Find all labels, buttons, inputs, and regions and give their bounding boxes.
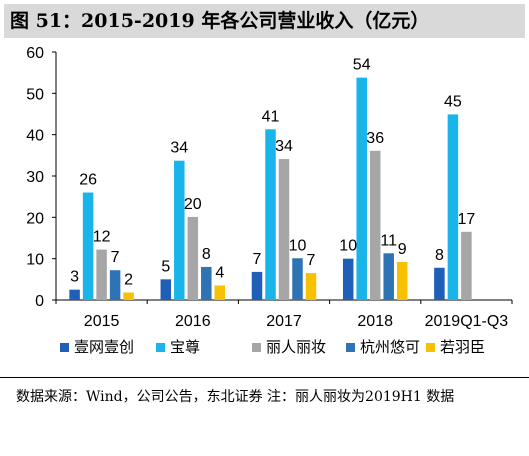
bar-若羽臣 bbox=[214, 285, 226, 300]
y-tick-label: 0 bbox=[35, 293, 44, 310]
bar-若羽臣 bbox=[123, 292, 134, 300]
bar-若羽臣 bbox=[305, 273, 317, 300]
x-tick-label: 2017 bbox=[266, 313, 302, 330]
y-tick-label: 30 bbox=[26, 169, 44, 186]
data-label: 7 bbox=[253, 251, 262, 268]
data-label: 10 bbox=[339, 238, 357, 255]
y-tick-label: 50 bbox=[26, 86, 44, 103]
bars bbox=[69, 77, 472, 300]
legend: 壹网壹创 宝尊 丽人丽妆 杭州悠可 若羽臣 bbox=[60, 338, 485, 356]
data-label: 54 bbox=[353, 57, 371, 74]
y-tick-label: 60 bbox=[26, 45, 44, 62]
bar-宝尊 bbox=[174, 160, 185, 300]
bar-丽人丽妆 bbox=[187, 216, 199, 300]
data-label: 34 bbox=[275, 138, 293, 155]
bar-杭州悠可 bbox=[201, 266, 212, 300]
legend-swatch bbox=[252, 343, 261, 352]
legend-label: 壹网壹创 bbox=[74, 338, 134, 356]
data-label: 20 bbox=[184, 196, 202, 213]
bar-丽人丽妆 bbox=[96, 249, 107, 300]
x-tick-label: 2019Q1-Q3 bbox=[425, 313, 509, 330]
source-top-rule bbox=[0, 377, 529, 378]
bar-杭州悠可 bbox=[383, 253, 394, 300]
x-tick-label: 2016 bbox=[175, 313, 211, 330]
legend-swatch bbox=[346, 343, 355, 352]
legend-swatch bbox=[156, 343, 165, 352]
figure-title: 图 51：2015-2019 年各公司营业收入（亿元） bbox=[4, 4, 525, 38]
data-label: 3 bbox=[70, 269, 79, 286]
legend-label: 若羽臣 bbox=[440, 338, 485, 356]
x-tick-label: 2015 bbox=[84, 313, 120, 330]
data-label: 41 bbox=[262, 108, 280, 125]
legend-label: 丽人丽妆 bbox=[266, 338, 326, 356]
bar-丽人丽妆 bbox=[278, 159, 290, 300]
bar-壹网壹创 bbox=[251, 271, 263, 300]
bar-壹网壹创 bbox=[342, 258, 354, 300]
data-label: 8 bbox=[435, 247, 444, 264]
data-label: 26 bbox=[79, 172, 97, 189]
legend-label: 宝尊 bbox=[170, 338, 200, 356]
bar-宝尊 bbox=[447, 114, 459, 300]
x-tick-label: 2018 bbox=[357, 313, 393, 330]
data-label: 11 bbox=[380, 232, 397, 249]
y-tick-label: 10 bbox=[26, 252, 44, 269]
bar-宝尊 bbox=[265, 129, 276, 300]
y-tick-label: 40 bbox=[26, 128, 44, 145]
bar-壹网壹创 bbox=[434, 267, 445, 300]
data-label: 9 bbox=[398, 241, 407, 258]
bar-丽人丽妆 bbox=[369, 150, 381, 300]
data-label: 5 bbox=[161, 258, 170, 275]
data-label: 12 bbox=[93, 229, 111, 246]
bar-壹网壹创 bbox=[69, 289, 80, 300]
y-tick-label: 20 bbox=[26, 210, 44, 227]
data-label: 17 bbox=[458, 211, 476, 228]
source-note: 数据来源：Wind，公司公告，东北证券 注：丽人丽妆为2019H1 数据 bbox=[16, 389, 455, 405]
bar-杭州悠可 bbox=[292, 258, 303, 300]
data-label: 45 bbox=[444, 93, 462, 110]
data-label: 4 bbox=[215, 265, 224, 282]
bar-宝尊 bbox=[356, 77, 367, 300]
bar-丽人丽妆 bbox=[461, 231, 472, 300]
bar-宝尊 bbox=[82, 192, 94, 300]
data-label: 36 bbox=[366, 130, 384, 147]
bar-杭州悠可 bbox=[109, 270, 121, 300]
legend-swatch bbox=[426, 343, 435, 352]
data-label: 7 bbox=[111, 249, 120, 266]
data-label: 34 bbox=[170, 140, 188, 157]
bar-壹网壹创 bbox=[160, 279, 172, 300]
data-label: 2 bbox=[124, 272, 133, 289]
data-label: 10 bbox=[289, 237, 307, 254]
legend-label: 杭州悠可 bbox=[360, 338, 420, 356]
data-label: 8 bbox=[202, 246, 211, 263]
legend-swatch bbox=[60, 343, 69, 352]
bar-若羽臣 bbox=[396, 261, 408, 300]
data-label: 7 bbox=[307, 252, 316, 269]
